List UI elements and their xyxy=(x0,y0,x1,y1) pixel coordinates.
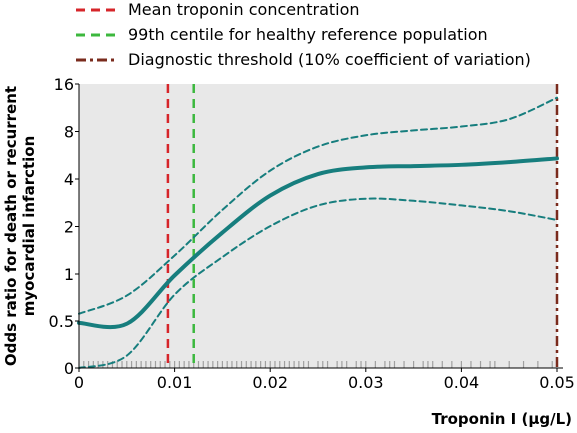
curves xyxy=(77,96,559,369)
x-tick-label: 0.04 xyxy=(444,373,480,392)
y-tick-label: 1 xyxy=(64,265,74,284)
plot-background xyxy=(79,84,557,368)
x-tick-label: 0 xyxy=(74,373,84,392)
y-axis-title: Odds ratio for death or recurrent myocard… xyxy=(2,86,38,366)
confidence-limit-curve xyxy=(78,197,558,369)
legend-item: 99th centile for healthy reference popul… xyxy=(76,25,488,44)
x-tick-label: 0.01 xyxy=(157,373,193,392)
y-tick-label: 4 xyxy=(64,170,74,189)
reference-lines xyxy=(166,84,559,368)
estimate-curve xyxy=(77,156,559,330)
x-axis-ticks: 0 0.01 0.02 0.03 0.04 0.05 xyxy=(74,368,575,392)
x-tick-label: 0.05 xyxy=(539,373,575,392)
y-tick-label: 0 xyxy=(64,359,74,378)
legend: Mean troponin concentration 99th centile … xyxy=(76,0,531,69)
legend-item: Diagnostic threshold (10% coefficient of… xyxy=(76,50,531,69)
y-tick-label: 8 xyxy=(64,123,74,142)
y-axis-title-line: myocardial infarction xyxy=(20,136,38,317)
y-axis-title-line: Odds ratio for death or recurrent xyxy=(2,86,20,366)
plot-area xyxy=(79,84,557,368)
x-tick-label: 0.03 xyxy=(348,373,384,392)
y-axis-ticks: 0 0.5 1 2 4 8 16 xyxy=(49,75,79,378)
legend-label: Diagnostic threshold (10% coefficient of… xyxy=(128,50,531,69)
y-tick-label: 0.5 xyxy=(49,312,74,331)
legend-item: Mean troponin concentration xyxy=(76,0,360,19)
y-tick-label: 2 xyxy=(64,218,74,237)
legend-label: 99th centile for healthy reference popul… xyxy=(128,25,488,44)
legend-label: Mean troponin concentration xyxy=(128,0,360,19)
x-axis-title: Troponin I (µg/L) xyxy=(432,410,572,428)
confidence-limit-curve xyxy=(78,96,558,315)
x-tick-label: 0.02 xyxy=(252,373,288,392)
y-tick-label: 16 xyxy=(54,75,74,94)
